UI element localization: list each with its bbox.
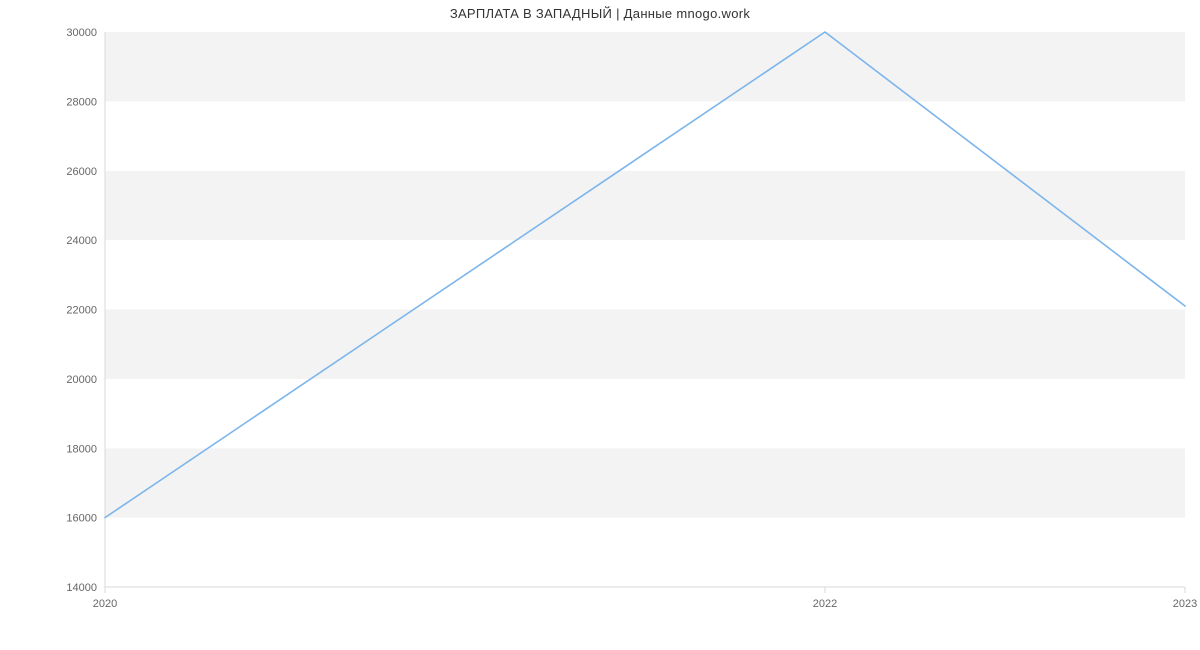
y-tick-label: 30000: [66, 27, 97, 39]
plot-band: [105, 240, 1185, 309]
chart-svg: 14000 16000 18000 20000 22000 24000 26000 28000…: [0, 0, 1200, 650]
y-tick-label: 14000: [66, 582, 97, 594]
plot-band: [105, 171, 1185, 240]
x-tick-label: 2022: [813, 598, 837, 610]
y-tick-label: 28000: [66, 96, 97, 108]
y-tick-label: 24000: [66, 235, 97, 247]
line-chart: ЗАРПЛАТА В ЗАПАДНЫЙ | Данные mnogo.work …: [0, 0, 1200, 650]
y-tick-label: 22000: [66, 305, 97, 317]
plot-band: [105, 448, 1185, 517]
plot-band: [105, 518, 1185, 587]
y-tick-label: 18000: [66, 443, 97, 455]
y-tick-label: 26000: [66, 166, 97, 178]
x-tick-label: 2020: [93, 598, 117, 610]
y-tick-label: 20000: [66, 374, 97, 386]
plot-band: [105, 379, 1185, 448]
plot-band: [105, 310, 1185, 379]
plot-band: [105, 101, 1185, 170]
y-tick-label: 16000: [66, 513, 97, 525]
plot-band: [105, 32, 1185, 101]
x-tick-label: 2023: [1173, 598, 1197, 610]
chart-title: ЗАРПЛАТА В ЗАПАДНЫЙ | Данные mnogo.work: [0, 6, 1200, 21]
